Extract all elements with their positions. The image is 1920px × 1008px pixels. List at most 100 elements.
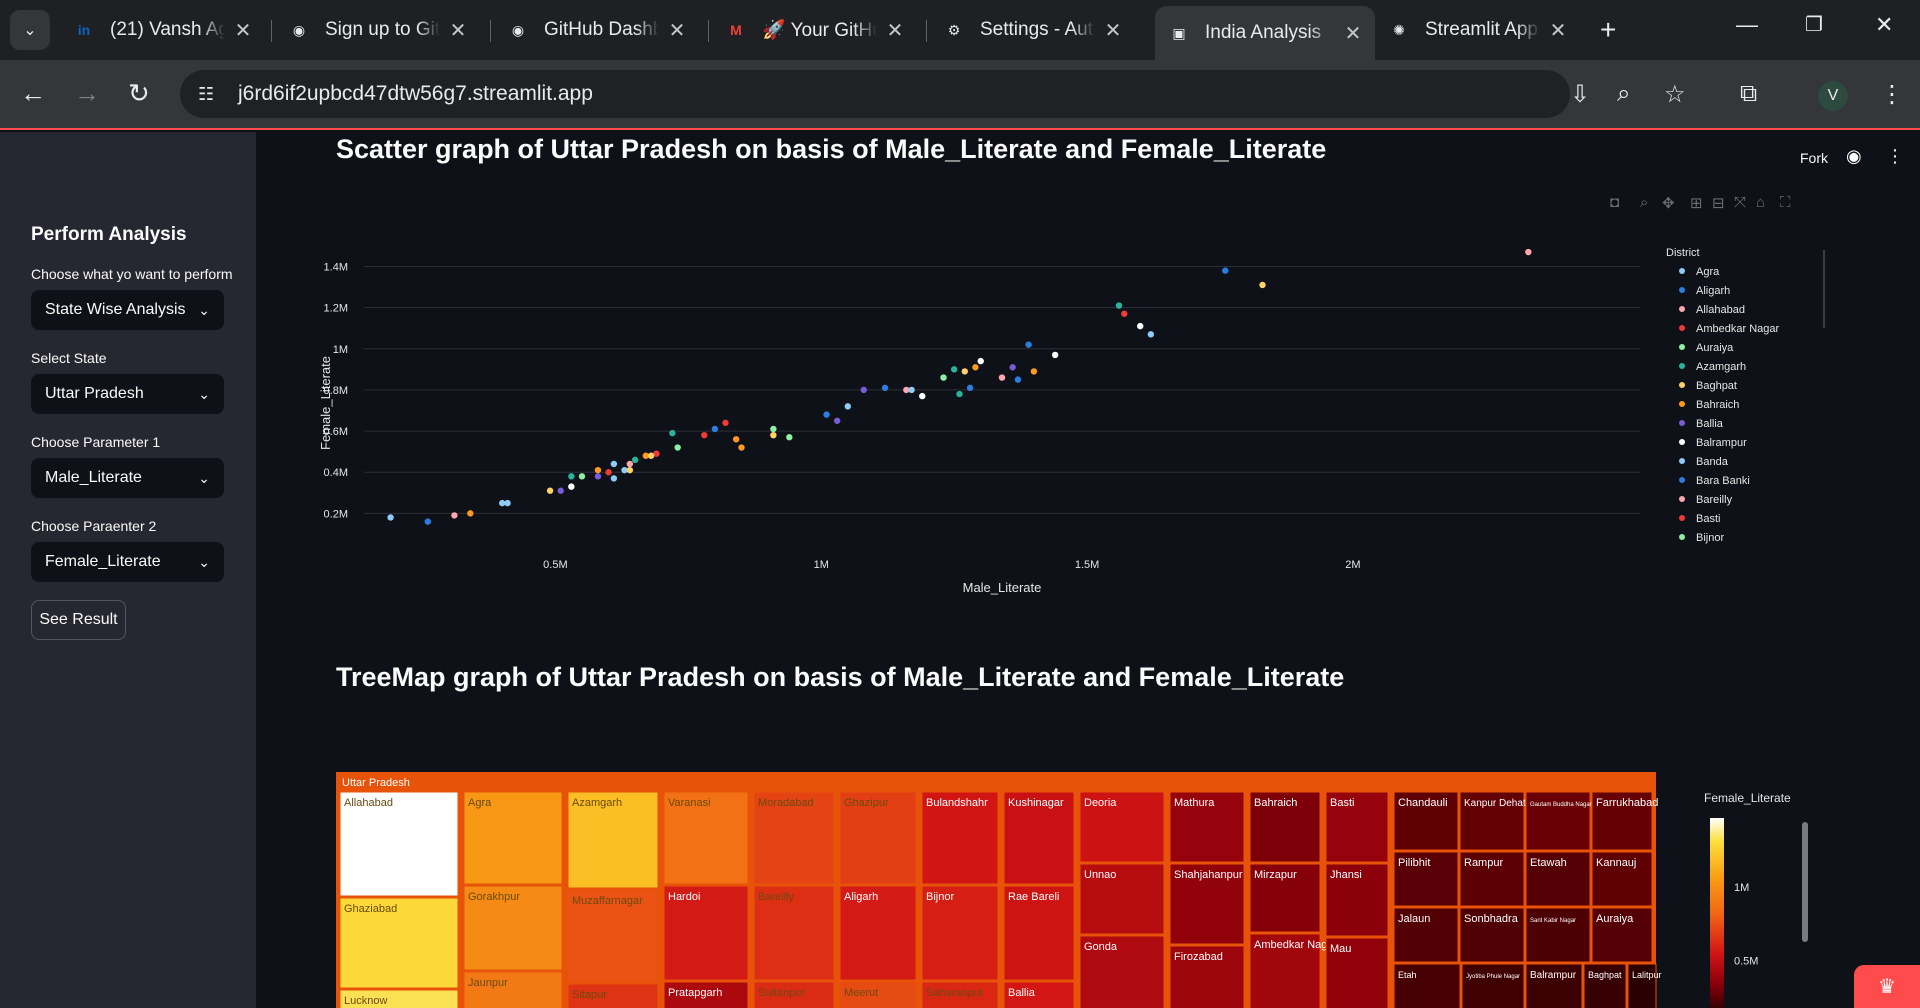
treemap-cell[interactable] [1525, 907, 1591, 963]
treemap-cell[interactable] [753, 981, 835, 1008]
data-point[interactable] [1525, 248, 1532, 256]
legend-marker[interactable] [1679, 382, 1685, 388]
data-point[interactable] [578, 473, 586, 480]
legend-entry[interactable]: Bareilly [1696, 494, 1733, 506]
data-point[interactable] [1147, 331, 1155, 338]
treemap-cell[interactable] [663, 791, 749, 885]
data-point[interactable] [1137, 322, 1144, 330]
data-point[interactable] [499, 499, 506, 507]
treemap-cell[interactable] [339, 989, 459, 1008]
data-point[interactable] [711, 425, 719, 433]
data-point[interactable] [594, 473, 602, 480]
legend-entry[interactable]: Ballia [1696, 418, 1724, 430]
pan-tool-icon[interactable]: ✥ [1662, 195, 1675, 212]
data-point[interactable] [1121, 310, 1128, 317]
state-select[interactable]: Uttar Pradesh ⌄ [31, 374, 224, 414]
data-point[interactable] [972, 364, 979, 371]
treemap-cell[interactable] [921, 885, 999, 981]
legend-marker[interactable] [1679, 306, 1685, 312]
data-point[interactable] [605, 469, 612, 476]
treemap-cell[interactable] [1249, 791, 1321, 863]
tab-search-chevron-icon[interactable]: ⌄ [10, 10, 50, 50]
legend-marker[interactable] [1679, 439, 1685, 445]
data-point[interactable] [844, 403, 852, 410]
treemap-cell[interactable] [1003, 885, 1075, 981]
treemap-cell[interactable] [339, 897, 459, 989]
data-point[interactable] [504, 499, 511, 507]
legend-marker[interactable] [1679, 287, 1685, 293]
browser-menu-icon[interactable]: ⋮ [1880, 81, 1904, 108]
legend-marker[interactable] [1679, 401, 1685, 407]
treemap-cell[interactable] [339, 791, 459, 897]
data-point[interactable] [467, 510, 474, 517]
streamlit-crown-icon[interactable]: ♛ [1854, 965, 1920, 1008]
legend-marker[interactable] [1679, 477, 1685, 483]
data-point[interactable] [860, 386, 867, 394]
url-text[interactable]: j6rd6if2upbcd47dtw56g7.streamlit.app [238, 82, 593, 105]
data-point[interactable] [674, 444, 681, 451]
legend-marker[interactable] [1679, 420, 1685, 426]
tab-close-icon[interactable]: ✕ [1344, 22, 1362, 45]
legend-entry[interactable]: Agra [1696, 266, 1720, 278]
treemap-cell[interactable] [1461, 963, 1525, 1008]
legend-marker[interactable] [1679, 363, 1685, 369]
treemap-cell[interactable] [1627, 963, 1657, 1008]
treemap-cell[interactable] [567, 889, 659, 983]
legend-marker[interactable] [1679, 515, 1685, 521]
legend-entry[interactable]: Allahabad [1696, 304, 1745, 316]
zoom-icon[interactable]: ⌕ [1617, 80, 1631, 107]
forward-arrow-icon[interactable]: → [74, 78, 100, 108]
data-point[interactable] [653, 450, 660, 457]
data-point[interactable] [732, 436, 740, 443]
data-point[interactable] [669, 429, 676, 437]
treemap-cell[interactable] [1325, 863, 1389, 937]
treemap-cell[interactable] [663, 981, 749, 1008]
browser-tab[interactable]: ▣ India Analysis ✕ [1155, 6, 1375, 60]
tab-close-icon[interactable]: ✕ [886, 19, 904, 42]
treemap-cell[interactable] [1249, 863, 1321, 933]
tab-close-icon[interactable]: ✕ [1549, 19, 1567, 42]
legend-entry[interactable]: Bahraich [1696, 399, 1739, 411]
tab-close-icon[interactable]: ✕ [234, 19, 252, 42]
treemap-cell[interactable] [1393, 851, 1459, 907]
browser-tab[interactable]: ◉ Sign up to Git ✕ [275, 8, 480, 52]
data-point[interactable] [998, 374, 1006, 381]
treemap-cell[interactable] [1169, 791, 1245, 863]
zoom-tool-icon[interactable]: ⌕ [1640, 194, 1649, 211]
treemap-cell[interactable] [1591, 907, 1653, 963]
treemap-cell[interactable] [1393, 791, 1459, 851]
treemap-cell[interactable] [1325, 791, 1389, 863]
scatter-chart[interactable]: 0.2M 0.4M 0.6M 0.8M 1M 1.2M 1.4M 0.5M 1M 1.5M 2M Ma… [256, 132, 1920, 612]
data-point[interactable] [770, 431, 777, 439]
legend-entry[interactable]: Bara Banki [1696, 475, 1750, 487]
legend-entry[interactable]: Bijnor [1696, 532, 1724, 544]
data-point[interactable] [568, 473, 575, 480]
data-point[interactable] [557, 487, 564, 494]
parameter-1-select[interactable]: Male_Literate ⌄ [31, 458, 224, 498]
data-point[interactable] [626, 460, 634, 468]
treemap-cell[interactable] [463, 885, 563, 971]
treemap-cell[interactable] [1525, 963, 1583, 1008]
treemap-cell[interactable] [1079, 935, 1165, 1008]
app-menu-icon[interactable]: ⋮ [1886, 146, 1904, 166]
treemap-cell[interactable] [1459, 907, 1525, 963]
data-point[interactable] [833, 417, 841, 424]
legend-entry[interactable]: Banda [1696, 456, 1729, 468]
data-point[interactable] [1014, 376, 1022, 383]
install-app-icon[interactable]: ⇩ [1570, 81, 1591, 108]
data-point[interactable] [568, 483, 575, 490]
legend-scrollbar[interactable] [1823, 250, 1825, 328]
treemap-cell[interactable] [1169, 945, 1245, 1008]
legend-entry[interactable]: Baghpat [1696, 380, 1737, 392]
data-point[interactable] [594, 466, 602, 474]
legend-marker[interactable] [1679, 344, 1685, 350]
tab-close-icon[interactable]: ✕ [1104, 19, 1122, 42]
browser-tab[interactable]: M 🚀 Your GitHu ✕ [712, 8, 917, 52]
data-point[interactable] [546, 487, 554, 494]
treemap-cell[interactable] [921, 981, 999, 1008]
analysis-type-select[interactable]: State Wise Analysis ⌄ [31, 290, 224, 330]
browser-tab[interactable]: ⚙ Settings - Aut ✕ [930, 8, 1135, 52]
zoom-out-icon[interactable]: ⊟ [1712, 195, 1725, 212]
data-point[interactable] [701, 431, 708, 439]
tab-close-icon[interactable]: ✕ [668, 19, 686, 42]
